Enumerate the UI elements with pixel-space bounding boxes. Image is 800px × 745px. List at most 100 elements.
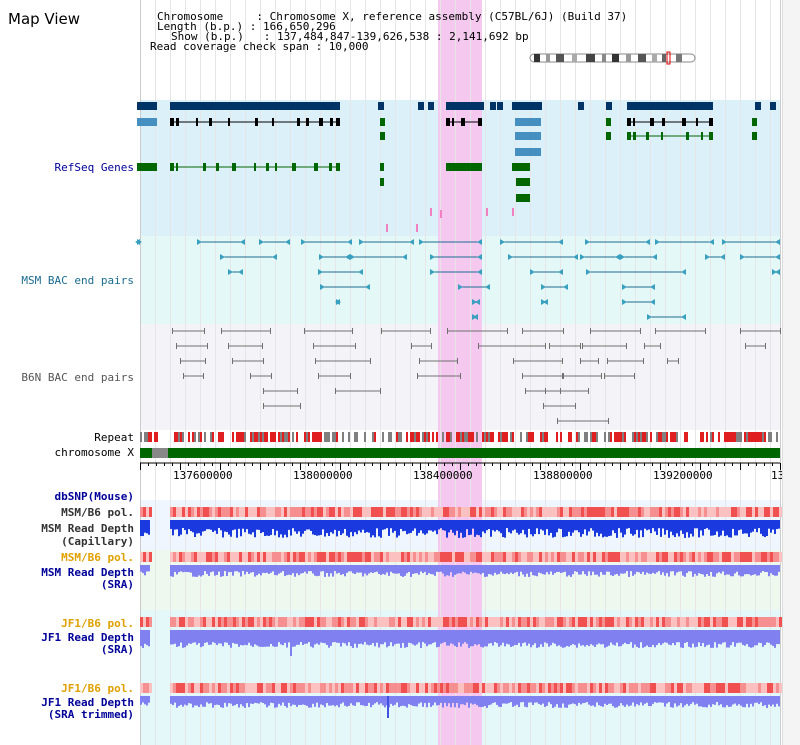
refseq-gene — [292, 163, 296, 171]
read-depth-bin — [214, 565, 216, 576]
msm-bac-end — [573, 254, 578, 260]
read-depth-bin — [614, 630, 616, 646]
polymorphism-bin — [764, 507, 767, 517]
read-depth-bin — [660, 520, 662, 537]
b6n-bac-end — [543, 403, 544, 409]
vertical-scrollbar[interactable] — [782, 0, 800, 745]
read-depth-bin — [710, 630, 712, 648]
read-depth-bin — [444, 630, 446, 643]
read-depth-bin — [758, 630, 760, 643]
chromosome-label[interactable]: chromosome X — [54, 446, 134, 459]
polymorphism-bin — [224, 552, 227, 562]
read-depth-bin — [742, 565, 744, 577]
read-depth-bin — [172, 630, 174, 645]
read-depth-bin — [422, 565, 424, 574]
msm-b6-pol-sra-label[interactable]: MSM/B6 pol. — [61, 551, 134, 564]
read-depth-bin — [626, 520, 628, 529]
repeat-element — [594, 432, 596, 442]
polymorphism-bin — [593, 683, 596, 693]
read-depth-bin — [146, 565, 148, 572]
read-depth-bin — [764, 696, 766, 706]
polymorphism-bin — [374, 617, 377, 627]
polymorphism-bin — [674, 552, 677, 562]
read-depth-bin — [384, 565, 386, 575]
repeat-element — [476, 432, 478, 442]
msm-depth-capillary-label[interactable]: MSM Read Depth — [41, 522, 134, 535]
read-depth-bin — [232, 630, 234, 643]
read-depth-bin — [180, 696, 182, 705]
read-depth-bin — [438, 565, 440, 572]
polymorphism-bin — [656, 507, 659, 517]
read-depth-bin — [512, 630, 514, 647]
polymorphism-bin — [251, 507, 254, 517]
polymorphism-bin — [476, 617, 479, 627]
polymorphism-bin — [248, 683, 251, 693]
polymorphism-bin — [581, 617, 584, 627]
read-depth-bin — [368, 565, 370, 574]
read-depth-bin — [230, 520, 232, 537]
repeat-element — [296, 432, 298, 442]
repeat-element — [416, 432, 418, 442]
chromosome-ideogram[interactable] — [528, 51, 700, 65]
polymorphism-bin — [749, 552, 752, 562]
read-depth-bin — [592, 520, 594, 531]
polymorphism-bin — [212, 617, 215, 627]
msm-bac-end — [652, 254, 657, 260]
read-depth-bin — [172, 696, 174, 706]
msm-depth-sra-label[interactable]: MSM Read Depth — [41, 566, 134, 579]
read-depth-bin — [322, 630, 324, 643]
jf1-b6-pol-label[interactable]: JF1/B6 pol. — [61, 617, 134, 630]
polymorphism-bin — [437, 507, 440, 517]
polymorphism-bin — [728, 552, 731, 562]
read-depth-bin — [182, 696, 184, 707]
read-depth-bin — [272, 565, 274, 572]
repeat-element — [576, 432, 578, 442]
read-depth-bin — [492, 520, 494, 531]
polymorphism-bin — [458, 552, 461, 562]
msm-bac-end — [477, 239, 482, 245]
read-depth-bin — [700, 630, 702, 646]
jf1-depth-sra-label[interactable]: JF1 Read Depth — [41, 631, 134, 644]
polymorphism-bin — [362, 552, 365, 562]
read-depth-bin — [596, 630, 598, 645]
read-depth-bin — [514, 565, 516, 573]
read-depth-bin — [602, 520, 604, 538]
polymorphism-bin — [641, 507, 644, 517]
polymorphism-bin — [389, 683, 392, 693]
read-depth-bin — [736, 630, 738, 644]
polymorphism-bin — [308, 552, 311, 562]
read-depth-bin — [258, 696, 260, 704]
repeat-element — [586, 432, 588, 442]
read-depth-bin — [632, 520, 634, 536]
polymorphism-bin — [503, 617, 506, 627]
read-depth-bin — [524, 696, 526, 707]
polymorphism-bin — [140, 617, 143, 627]
msm-b6-pol-capillary-label[interactable]: MSM/B6 pol. — [61, 506, 134, 519]
b6n-bac-label[interactable]: B6N BAC end pairs — [21, 371, 134, 384]
jf1-b6-pol-2-label[interactable]: JF1/B6 pol. — [61, 682, 134, 695]
read-depth-bin — [542, 696, 544, 704]
refseq-gene — [203, 163, 206, 171]
read-depth-bin — [180, 520, 182, 535]
polymorphism-bin — [380, 507, 383, 517]
jf1-depth-trimmed-label[interactable]: JF1 Read Depth — [41, 696, 134, 709]
read-depth-bin — [528, 520, 530, 529]
repeat-element — [258, 432, 260, 442]
polymorphism-bin — [551, 683, 554, 693]
b6n-bac-end — [411, 343, 412, 349]
dbsnp-label[interactable]: dbSNP(Mouse) — [54, 490, 134, 503]
polymorphism-bin — [371, 552, 374, 562]
msm-bac-label[interactable]: MSM BAC end pairs — [21, 274, 134, 287]
read-depth-bin — [236, 630, 238, 644]
read-depth-bin — [692, 565, 694, 577]
polymorphism-bin — [239, 617, 242, 627]
refseq-genes-label[interactable]: RefSeq Genes — [54, 161, 134, 174]
read-depth-bin — [224, 520, 226, 532]
polymorphism-bin — [266, 683, 269, 693]
read-depth-bin — [578, 520, 580, 533]
read-depth-bin — [278, 696, 280, 704]
read-depth-bin — [338, 520, 340, 531]
polymorphism-bin — [254, 683, 257, 693]
repeat-label[interactable]: Repeat — [94, 431, 134, 444]
read-depth-bin — [746, 630, 748, 645]
